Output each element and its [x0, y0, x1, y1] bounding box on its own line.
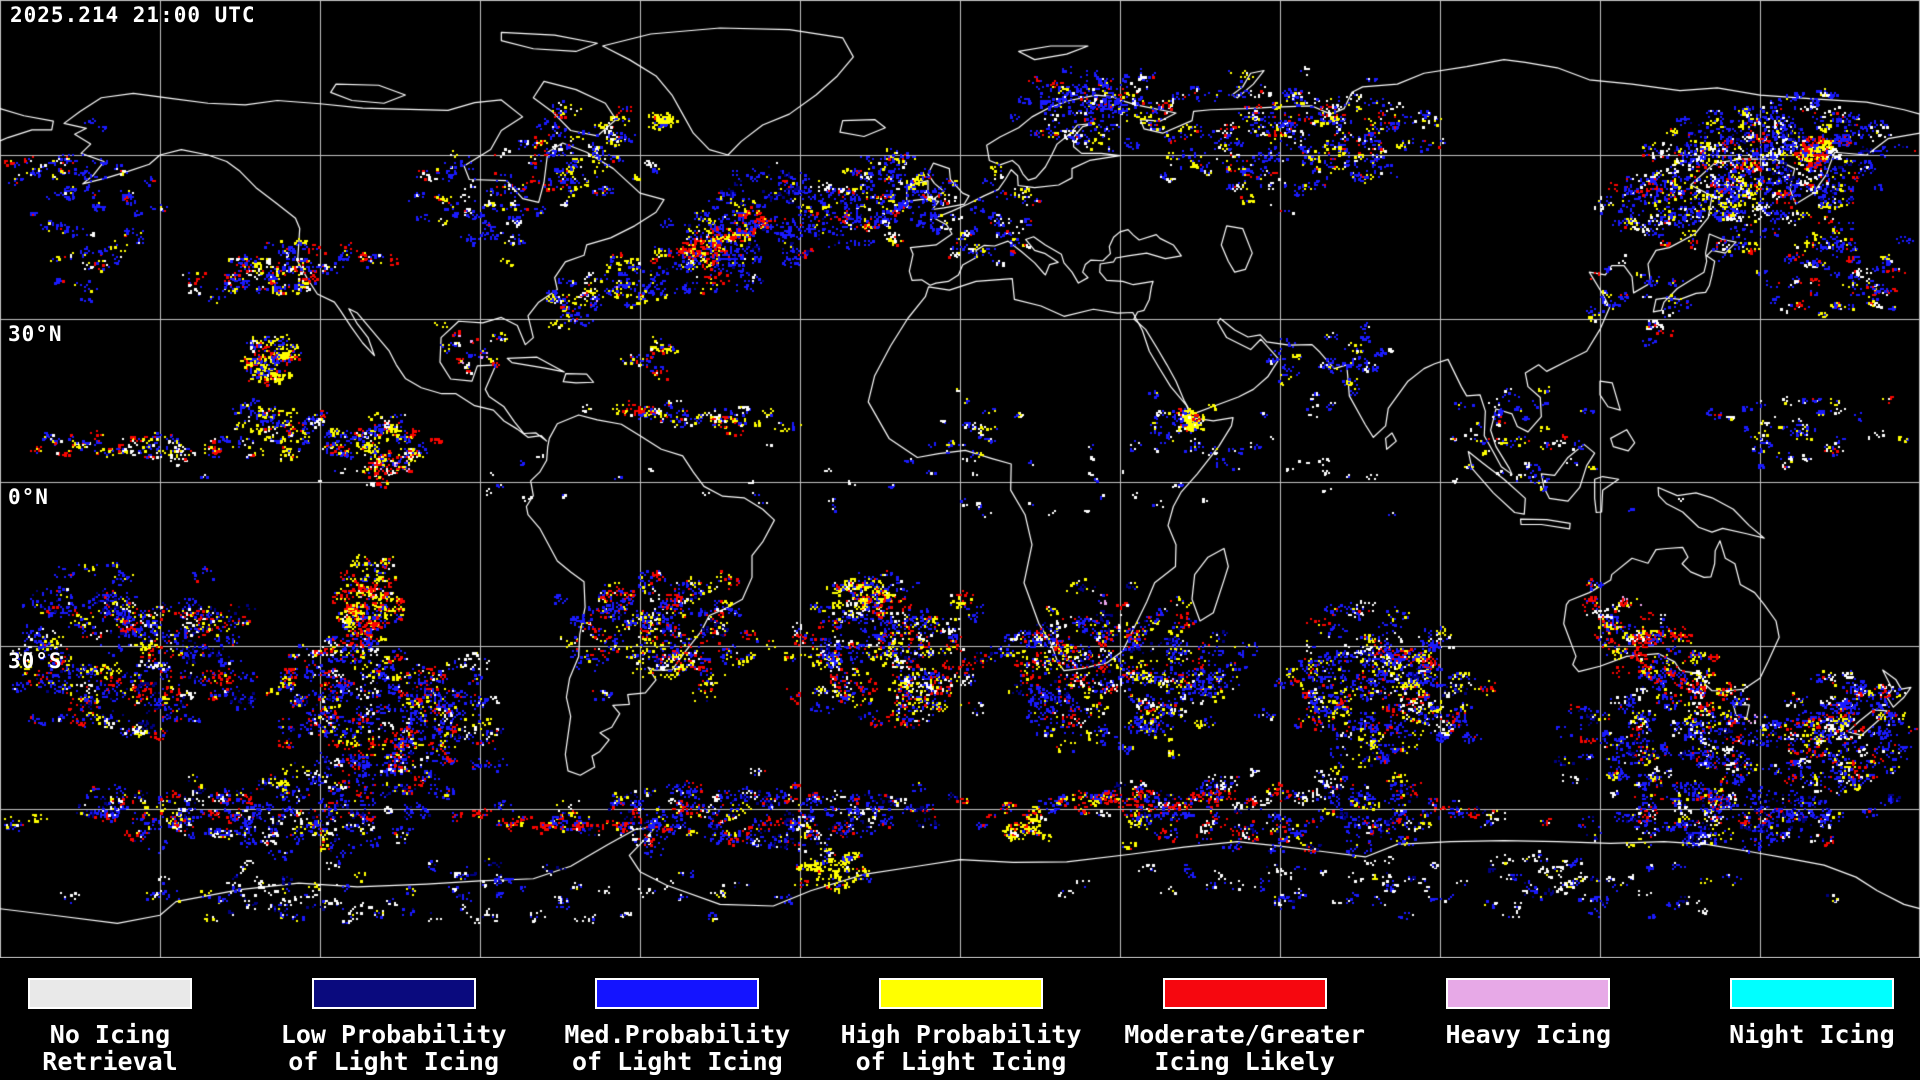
timestamp-label: 2025.214 21:00 UTC — [10, 3, 256, 27]
legend-label-line: Night Icing — [1729, 1020, 1895, 1049]
legend-label-med-prob-light-icing: Med.Probability of Light Icing — [564, 1021, 790, 1075]
legend-label-line: Low Probability — [280, 1020, 507, 1049]
legend-swatch-no-icing-retrieval — [28, 978, 192, 1009]
legend-label-line: Moderate/Greater — [1124, 1020, 1366, 1049]
legend-bar: No Icing Retrieval Low Probability of Light… — [0, 958, 1920, 1080]
legend-label-line: Heavy Icing — [1445, 1020, 1612, 1049]
legend-entry-moderate-greater-icing: Moderate/Greater Icing Likely — [1124, 978, 1365, 1080]
legend-label-line: No Icing — [49, 1020, 171, 1049]
legend-label-line: Retrieval — [42, 1047, 178, 1076]
legend-label-moderate-greater-icing: Moderate/Greater Icing Likely — [1124, 1021, 1365, 1075]
legend-label-line: of Light Icing — [571, 1047, 783, 1076]
legend-label-line: Med.Probability — [564, 1020, 791, 1049]
legend-entry-med-prob-light-icing: Med.Probability of Light Icing — [564, 978, 790, 1080]
legend-swatch-moderate-greater-icing — [1162, 978, 1327, 1009]
legend-label-high-prob-light-icing: High Probability of Light Icing — [841, 1021, 1082, 1075]
legend-label-line: High Probability — [840, 1020, 1082, 1049]
legend-label-low-prob-light-icing: Low Probability of Light Icing — [281, 1021, 507, 1075]
legend-label-no-icing-retrieval: No Icing Retrieval — [28, 1021, 192, 1075]
legend-label-heavy-icing: Heavy Icing — [1445, 1020, 1612, 1049]
legend-entry-heavy-icing: Heavy Icing — [1445, 978, 1612, 1080]
legend-swatch-low-prob-light-icing — [311, 978, 476, 1009]
legend-label-line: of Light Icing — [855, 1047, 1067, 1076]
latitude-label: 30°N — [8, 321, 63, 346]
legend-entry-low-prob-light-icing: Low Probability of Light Icing — [281, 978, 507, 1080]
legend-swatch-night-icing — [1729, 978, 1894, 1009]
latitude-label: 30°S — [8, 648, 63, 673]
legend-label-line: of Light Icing — [288, 1047, 500, 1076]
world-icing-map: 2025.214 21:00 UTC 30°N 0°N 30°S — [0, 0, 1920, 958]
legend-swatch-high-prob-light-icing — [878, 978, 1043, 1009]
legend-label-line: Icing Likely — [1154, 1047, 1335, 1076]
legend-entry-no-icing-retrieval: No Icing Retrieval — [28, 978, 192, 1080]
legend-swatch-heavy-icing — [1446, 978, 1611, 1009]
legend-entry-night-icing: Night Icing — [1729, 978, 1895, 1080]
legend-label-night-icing: Night Icing — [1729, 1020, 1895, 1049]
world-map-canvas — [0, 0, 1920, 958]
legend-swatch-med-prob-light-icing — [595, 978, 760, 1009]
latitude-label: 0°N — [8, 485, 49, 509]
legend-entry-high-prob-light-icing: High Probability of Light Icing — [841, 978, 1082, 1080]
